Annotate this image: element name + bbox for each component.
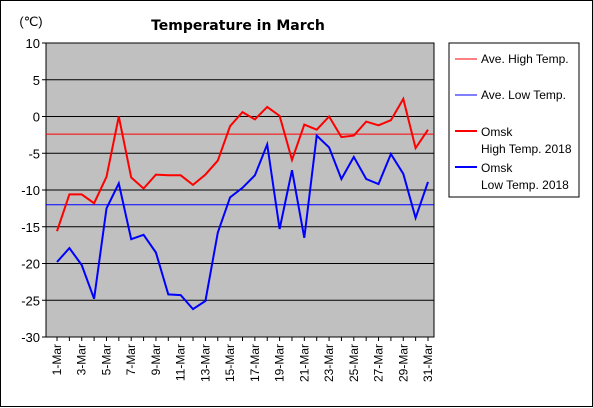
x-tick-label: 3-Mar [75,344,89,375]
legend-label: Omsk [481,125,513,139]
legend-label: Low Temp. 2018 [481,178,569,192]
x-tick-label: 15-Mar [223,344,237,382]
y-tick-label: -25 [21,293,40,308]
x-tick-label: 21-Mar [297,344,311,382]
x-tick-label: 7-Mar [124,344,138,375]
x-tick-label: 25-Mar [347,344,361,382]
y-tick-label: -30 [21,330,40,345]
y-axis-unit-label: (℃) [19,14,42,29]
x-tick-label: 17-Mar [248,344,262,382]
x-tick-label: 11-Mar [174,344,188,381]
y-tick-label: 10 [26,36,40,51]
legend-label: Omsk [481,161,513,175]
y-tick-label: -5 [28,146,40,161]
legend-label: High Temp. 2018 [481,142,572,156]
legend-label: Ave. Low Temp. [481,88,566,102]
x-tick-label: 23-Mar [322,344,336,382]
y-tick-label: 0 [33,110,40,125]
x-tick-label: 29-Mar [396,344,410,382]
y-tick-label: -20 [21,257,40,272]
legend-label: Ave. High Temp. [481,52,569,66]
x-tick-label: 5-Mar [99,344,113,375]
y-tick-label: -10 [21,183,40,198]
x-tick-label: 9-Mar [149,344,163,375]
chart-title: Temperature in March [151,18,325,34]
x-tick-label: 31-Mar [421,344,435,382]
y-tick-label: -15 [21,220,40,235]
series-line-3 [56,133,429,311]
series-line-2 [56,96,429,232]
x-tick-label: 1-Mar [50,344,64,375]
legend-box [448,42,580,198]
y-tick-label: 5 [33,73,40,88]
x-tick-label: 27-Mar [372,344,386,382]
x-tick-label: 13-Mar [198,344,212,382]
x-tick-label: 19-Mar [273,344,287,382]
